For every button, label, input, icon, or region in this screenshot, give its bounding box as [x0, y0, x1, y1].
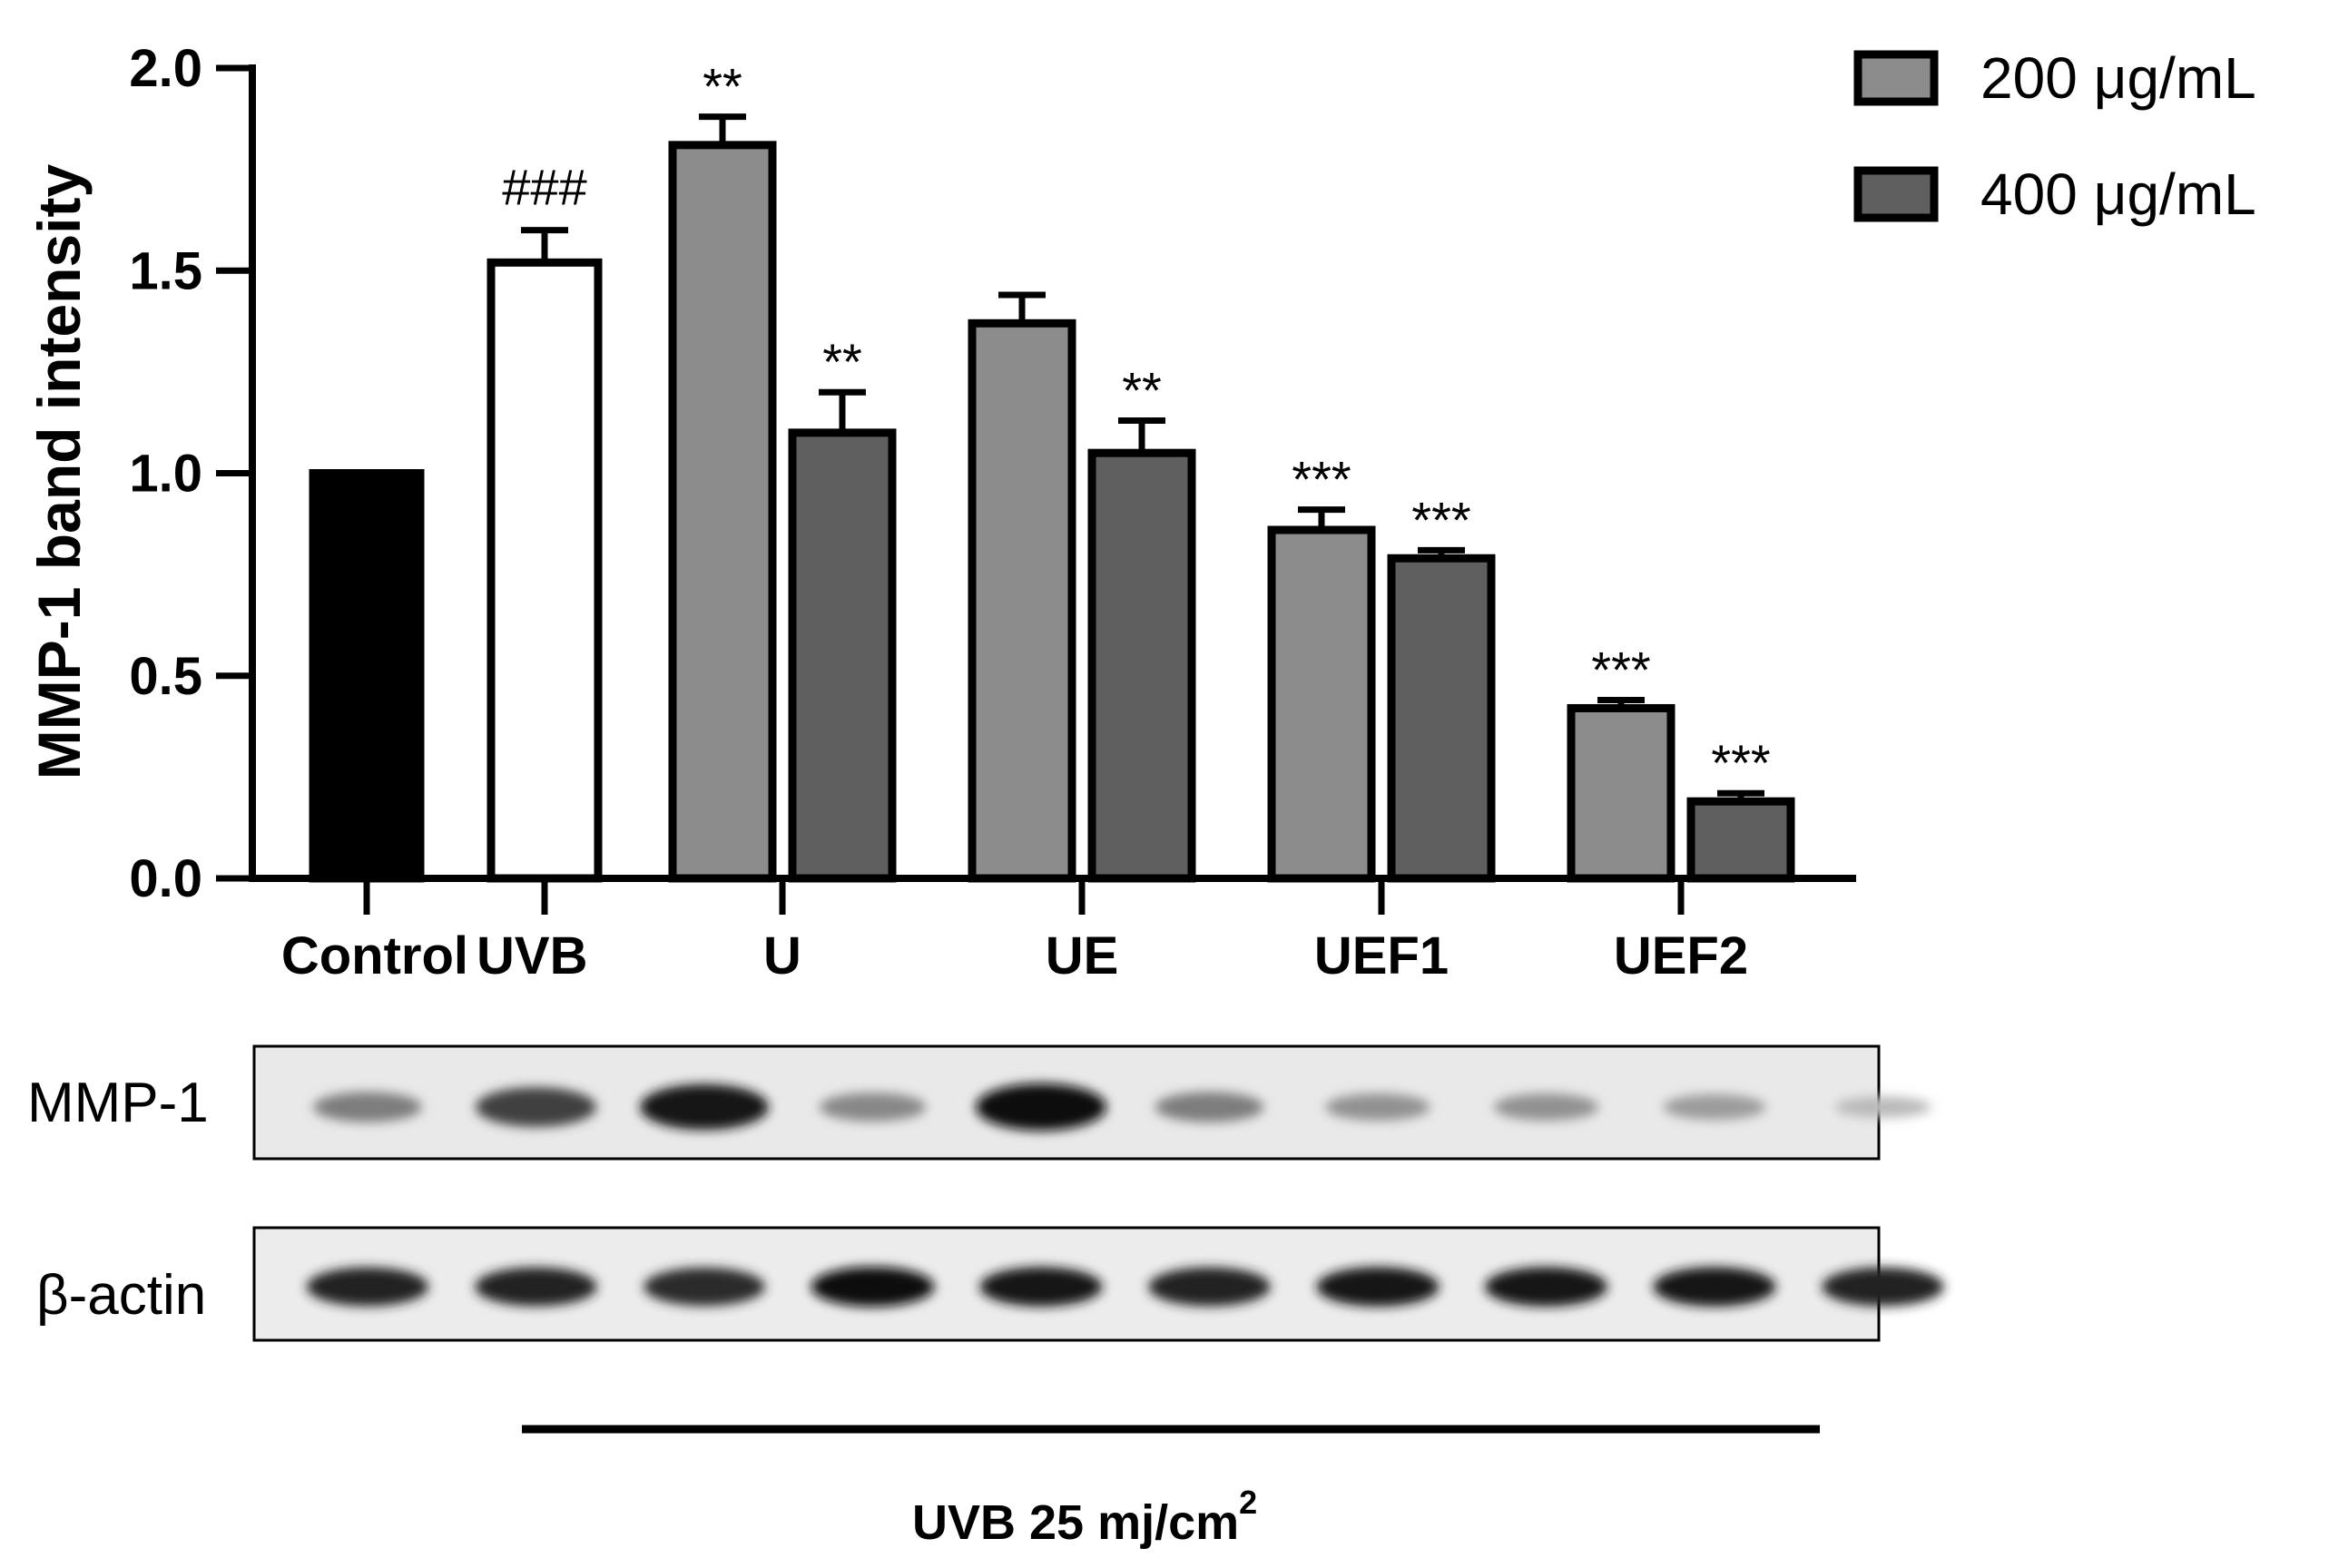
mmp1-band: [1325, 1093, 1430, 1121]
x-tick-label: UE: [1046, 926, 1119, 985]
treatment-label: UVB 25 mj/cm2: [912, 1484, 1257, 1550]
bar-uef2-400: [1686, 797, 1795, 883]
bar-control: [309, 469, 425, 883]
actin-band: [1316, 1267, 1440, 1307]
bar-u-400: [788, 428, 897, 883]
x-tick-label: U: [763, 926, 801, 985]
y-axis-title: MMP-1 band intensity: [25, 164, 93, 780]
legend-swatch: [1853, 50, 1939, 106]
actin-band: [1822, 1267, 1944, 1307]
significance-hash: ###: [502, 159, 586, 216]
bar-uef1-400: [1387, 554, 1496, 883]
significance-stars: **: [703, 58, 742, 115]
actin-band: [1484, 1267, 1608, 1307]
mmp1-band: [1493, 1093, 1599, 1121]
legend-label: 400 μg/mL: [1980, 162, 2256, 227]
actin-band: [811, 1267, 935, 1307]
western-blot: MMP-1 β-actin: [27, 1044, 1944, 1342]
bar-chart: MMP-1 band intensity 0.0 0.5 1.0 1.5 2.0 Con…: [25, 39, 2256, 985]
mmp1-bands: [313, 1083, 1931, 1131]
significance-stars: ***: [1711, 734, 1770, 791]
mmp1-band: [313, 1092, 422, 1122]
treatment-annotation: UVB 25 mj/cm2: [522, 1425, 1820, 1550]
bars-layer: ###**** **************: [309, 58, 1795, 883]
mmp1-band: [819, 1093, 927, 1122]
mmp1-band: [976, 1083, 1106, 1131]
y-tick-label: 0.0: [129, 849, 202, 908]
significance-stars: **: [1122, 361, 1162, 418]
y-tick-label: 2.0: [129, 39, 202, 98]
mmp1-band: [640, 1083, 769, 1131]
significance-stars: ***: [1292, 451, 1351, 508]
y-tick-label: 1.5: [129, 241, 202, 300]
mmp1-band: [1663, 1093, 1766, 1121]
actin-band: [979, 1267, 1103, 1307]
actin-band: [644, 1267, 765, 1307]
actin-band: [1148, 1267, 1271, 1307]
significance-stars: ***: [1411, 491, 1470, 548]
y-tick-label: 1.0: [129, 445, 202, 504]
mmp1-blot-label: MMP-1: [27, 1072, 209, 1134]
bar-uef1-200: [1267, 525, 1376, 883]
bar-uvb: [486, 258, 603, 883]
mmp1-band: [476, 1087, 596, 1127]
y-tick-label: 0.5: [129, 647, 202, 706]
treatment-label-text: UVB 25 mj/cm: [912, 1495, 1239, 1550]
y-axis: 0.0 0.5 1.0 1.5 2.0: [129, 39, 256, 908]
actin-band: [1653, 1267, 1776, 1307]
actin-band: [306, 1267, 429, 1307]
bar-u-200: [668, 141, 777, 883]
significance-stars: ***: [1591, 642, 1650, 699]
actin-bands: [306, 1267, 1944, 1307]
mmp1-band: [1834, 1096, 1931, 1118]
x-tick-label: UEF2: [1614, 926, 1748, 985]
bar-ue-200: [968, 318, 1076, 883]
legend-label: 200 μg/mL: [1980, 45, 2256, 111]
actin-blot-label: β-actin: [36, 1264, 206, 1327]
x-tick-label: Control: [281, 926, 468, 985]
treatment-label-superscript: 2: [1239, 1484, 1257, 1521]
mmp1-band: [1155, 1092, 1264, 1122]
x-tick-label: UEF1: [1314, 926, 1449, 985]
bar-ue-400: [1087, 448, 1196, 883]
legend: 200 μg/mL 400 μg/mL: [1853, 45, 2256, 227]
x-axis: Control UVB U UE UEF1 UEF2: [249, 875, 1856, 985]
x-tick-label: UVB: [477, 926, 587, 985]
significance-stars: **: [822, 333, 862, 390]
bar-uef2-200: [1567, 703, 1676, 883]
actin-band: [475, 1267, 597, 1307]
legend-swatch: [1853, 166, 1939, 222]
